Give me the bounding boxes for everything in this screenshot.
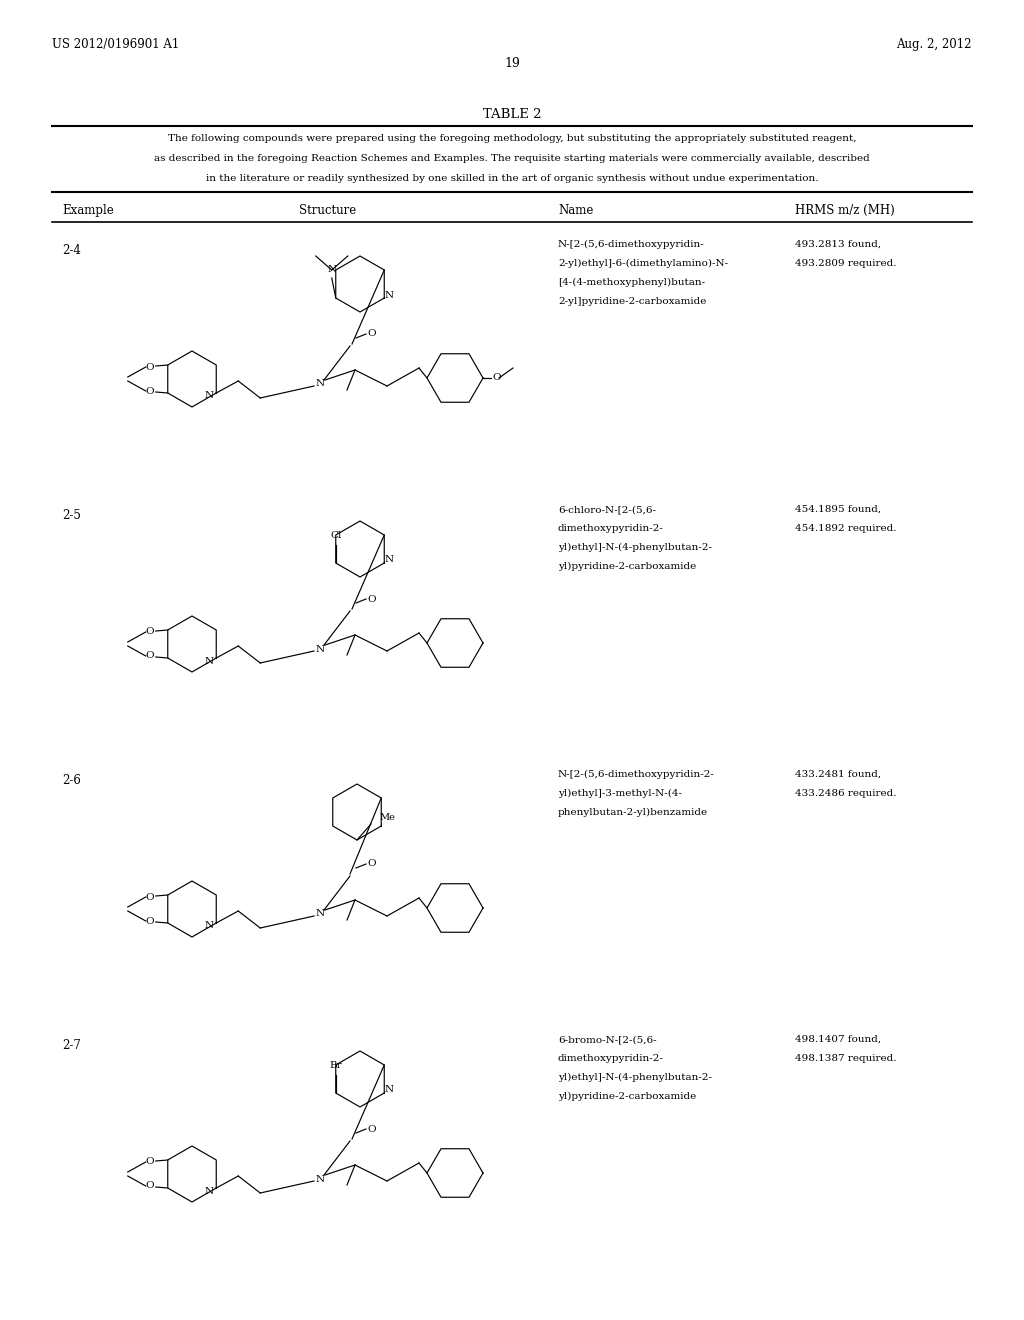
Text: 433.2481 found,: 433.2481 found,: [795, 770, 881, 779]
Text: O: O: [493, 374, 502, 383]
Text: N-[2-(5,6-dimethoxypyridin-2-: N-[2-(5,6-dimethoxypyridin-2-: [558, 770, 715, 779]
Text: yl)ethyl]-3-methyl-N-(4-: yl)ethyl]-3-methyl-N-(4-: [558, 789, 682, 799]
Text: 2-4: 2-4: [62, 244, 81, 257]
Text: 493.2809 required.: 493.2809 required.: [795, 259, 896, 268]
Text: N: N: [205, 921, 214, 931]
Text: Structure: Structure: [299, 205, 356, 216]
Text: Aug. 2, 2012: Aug. 2, 2012: [896, 38, 972, 51]
Text: yl)ethyl]-N-(4-phenylbutan-2-: yl)ethyl]-N-(4-phenylbutan-2-: [558, 1073, 712, 1082]
Text: Me: Me: [379, 813, 395, 822]
Text: Cl: Cl: [330, 531, 341, 540]
Text: HRMS m/z (MH): HRMS m/z (MH): [795, 205, 895, 216]
Text: 19: 19: [504, 57, 520, 70]
Text: in the literature or readily synthesized by one skilled in the art of organic sy: in the literature or readily synthesized…: [206, 174, 818, 183]
Text: yl)ethyl]-N-(4-phenylbutan-2-: yl)ethyl]-N-(4-phenylbutan-2-: [558, 543, 712, 552]
Text: N: N: [385, 1085, 394, 1094]
Text: N: N: [385, 556, 394, 565]
Text: 2-5: 2-5: [62, 510, 81, 521]
Text: 493.2813 found,: 493.2813 found,: [795, 240, 881, 249]
Text: N: N: [385, 290, 394, 300]
Text: yl)pyridine-2-carboxamide: yl)pyridine-2-carboxamide: [558, 562, 696, 572]
Text: O: O: [145, 627, 154, 636]
Text: Br: Br: [330, 1060, 342, 1069]
Text: Example: Example: [62, 205, 114, 216]
Text: O: O: [368, 1125, 376, 1134]
Text: O: O: [145, 363, 154, 371]
Text: 6-bromo-N-[2-(5,6-: 6-bromo-N-[2-(5,6-: [558, 1035, 656, 1044]
Text: dimethoxypyridin-2-: dimethoxypyridin-2-: [558, 1053, 664, 1063]
Text: N: N: [205, 392, 214, 400]
Text: N: N: [315, 644, 325, 653]
Text: 454.1895 found,: 454.1895 found,: [795, 506, 881, 513]
Text: 454.1892 required.: 454.1892 required.: [795, 524, 896, 533]
Text: 433.2486 required.: 433.2486 required.: [795, 789, 896, 799]
Text: N-[2-(5,6-dimethoxypyridin-: N-[2-(5,6-dimethoxypyridin-: [558, 240, 705, 249]
Text: Name: Name: [558, 205, 593, 216]
Text: O: O: [145, 1181, 154, 1191]
Text: 2-7: 2-7: [62, 1039, 81, 1052]
Text: TABLE 2: TABLE 2: [482, 108, 542, 121]
Text: O: O: [145, 892, 154, 902]
Text: O: O: [145, 652, 154, 660]
Text: N: N: [315, 1175, 325, 1184]
Text: dimethoxypyridin-2-: dimethoxypyridin-2-: [558, 524, 664, 533]
Text: N: N: [328, 265, 336, 275]
Text: 2-6: 2-6: [62, 774, 81, 787]
Text: [4-(4-methoxyphenyl)butan-: [4-(4-methoxyphenyl)butan-: [558, 279, 706, 288]
Text: O: O: [145, 916, 154, 925]
Text: O: O: [368, 859, 376, 869]
Text: O: O: [145, 1158, 154, 1167]
Text: N: N: [315, 909, 325, 919]
Text: 2-yl)ethyl]-6-(dimethylamino)-N-: 2-yl)ethyl]-6-(dimethylamino)-N-: [558, 259, 728, 268]
Text: N: N: [205, 1187, 214, 1196]
Text: yl)pyridine-2-carboxamide: yl)pyridine-2-carboxamide: [558, 1092, 696, 1101]
Text: O: O: [368, 594, 376, 603]
Text: US 2012/0196901 A1: US 2012/0196901 A1: [52, 38, 179, 51]
Text: as described in the foregoing Reaction Schemes and Examples. The requisite start: as described in the foregoing Reaction S…: [155, 154, 869, 162]
Text: 2-yl]pyridine-2-carboxamide: 2-yl]pyridine-2-carboxamide: [558, 297, 707, 306]
Text: The following compounds were prepared using the foregoing methodology, but subst: The following compounds were prepared us…: [168, 135, 856, 143]
Text: phenylbutan-2-yl)benzamide: phenylbutan-2-yl)benzamide: [558, 808, 709, 817]
Text: O: O: [368, 330, 376, 338]
Text: 498.1387 required.: 498.1387 required.: [795, 1053, 896, 1063]
Text: N: N: [205, 656, 214, 665]
Text: 6-chloro-N-[2-(5,6-: 6-chloro-N-[2-(5,6-: [558, 506, 656, 513]
Text: N: N: [315, 380, 325, 388]
Text: 498.1407 found,: 498.1407 found,: [795, 1035, 881, 1044]
Text: O: O: [145, 387, 154, 396]
